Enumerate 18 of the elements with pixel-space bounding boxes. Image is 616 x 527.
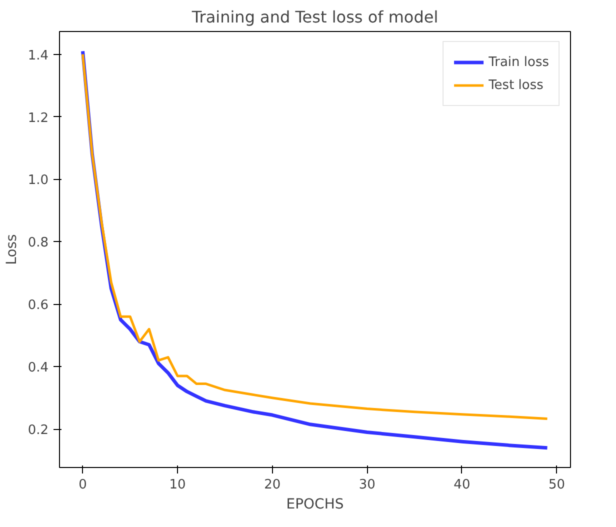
y-tick-label: 1.0 [28,173,49,188]
legend-label: Test loss [488,78,544,92]
x-tick-label: 10 [169,478,186,492]
x-tick-label: 50 [548,478,566,492]
y-tick-label: 0.8 [28,236,49,251]
y-axis-title: Loss [4,234,20,265]
y-tick-label: 0.6 [28,298,49,314]
y-tick-label: 0.2 [28,423,49,438]
x-tick-label: 20 [264,478,281,492]
x-tick-label: 0 [78,478,87,492]
y-tick-label: 1.4 [28,48,49,64]
y-tick-label: 1.2 [28,110,49,126]
x-axis-title: EPOCHS [286,496,344,512]
chart-title: Training and Test loss of model [190,8,438,26]
y-tick-label: 0.4 [28,360,49,376]
legend-label: Train loss [488,54,549,70]
x-tick-label: 30 [358,478,376,492]
x-tick-label: 40 [454,478,470,492]
